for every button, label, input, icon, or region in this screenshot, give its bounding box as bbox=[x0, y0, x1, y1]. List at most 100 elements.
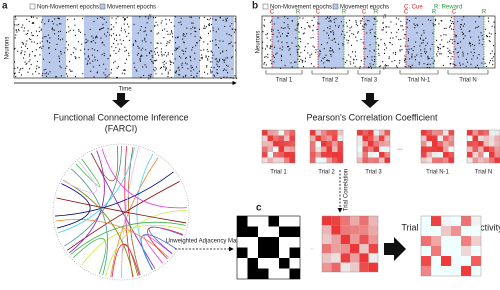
spike bbox=[425, 52, 427, 55]
spike bbox=[262, 47, 264, 49]
spike bbox=[426, 66, 428, 69]
arrow-label: Trial Correlation bbox=[344, 169, 350, 211]
spike bbox=[212, 54, 214, 56]
spike bbox=[215, 44, 217, 46]
spike bbox=[21, 26, 23, 28]
spike bbox=[184, 35, 186, 37]
spike bbox=[190, 70, 192, 72]
matrix-cell bbox=[278, 152, 284, 158]
matrix-cell bbox=[368, 141, 374, 147]
spike bbox=[264, 56, 266, 58]
matrix-cell bbox=[472, 152, 478, 158]
spike bbox=[106, 75, 108, 77]
spike bbox=[223, 76, 225, 78]
matrix-cell bbox=[443, 152, 449, 158]
spike bbox=[469, 41, 471, 44]
spike bbox=[401, 25, 403, 27]
matrix-cell bbox=[359, 225, 369, 235]
matrix-cell bbox=[289, 157, 295, 163]
spike bbox=[75, 48, 77, 50]
spike bbox=[33, 22, 35, 24]
spike bbox=[265, 55, 267, 58]
spike bbox=[115, 46, 117, 49]
spike bbox=[124, 18, 126, 21]
legend-text: Non-Movement epochs bbox=[37, 5, 99, 11]
spike bbox=[31, 41, 33, 43]
spike bbox=[449, 25, 451, 27]
spike bbox=[183, 33, 185, 35]
matrix-cell bbox=[258, 216, 269, 227]
spike bbox=[145, 66, 147, 68]
spike bbox=[441, 39, 443, 41]
spike bbox=[116, 39, 118, 42]
matrix-cell bbox=[421, 157, 427, 163]
spike bbox=[288, 27, 290, 30]
spike bbox=[174, 42, 176, 44]
reward-marker: R bbox=[296, 10, 301, 16]
spike bbox=[60, 23, 62, 25]
spike bbox=[173, 25, 175, 27]
legend-text: C: Cue bbox=[404, 5, 423, 11]
matrix-cell bbox=[443, 130, 449, 136]
spike bbox=[330, 31, 332, 33]
spike bbox=[51, 20, 53, 23]
matrix-cell bbox=[483, 157, 489, 163]
spike bbox=[432, 23, 434, 25]
spike bbox=[190, 28, 192, 30]
spike bbox=[481, 62, 483, 64]
spike bbox=[87, 60, 89, 62]
connection bbox=[68, 150, 105, 254]
matrix-cell bbox=[357, 141, 363, 147]
spike bbox=[98, 64, 100, 67]
spike bbox=[270, 39, 272, 41]
spike bbox=[174, 71, 176, 73]
spike bbox=[94, 49, 96, 51]
matrix-frame bbox=[309, 129, 344, 164]
spike bbox=[200, 57, 202, 59]
matrix-cell bbox=[379, 141, 385, 147]
y-label: Neurons bbox=[5, 37, 11, 60]
spike bbox=[59, 39, 61, 41]
spike bbox=[382, 22, 384, 24]
spike bbox=[392, 52, 394, 54]
spike bbox=[180, 57, 182, 59]
spike bbox=[291, 66, 293, 68]
spike bbox=[396, 31, 398, 33]
matrix-cell bbox=[451, 256, 461, 266]
panel-label: a bbox=[2, 1, 8, 12]
spike bbox=[277, 17, 279, 19]
spike bbox=[185, 47, 187, 50]
spike bbox=[364, 23, 366, 25]
matrix-cell bbox=[478, 152, 484, 158]
spike bbox=[214, 58, 216, 60]
spike bbox=[383, 42, 385, 45]
spike bbox=[123, 23, 125, 25]
matrix-cell bbox=[331, 225, 341, 235]
connection bbox=[136, 153, 154, 271]
spike bbox=[408, 20, 410, 22]
spike bbox=[154, 48, 156, 50]
spike bbox=[142, 47, 144, 49]
trial-label: Trial 2 bbox=[322, 78, 339, 84]
spike bbox=[162, 62, 164, 64]
spike bbox=[280, 35, 282, 37]
spike bbox=[186, 63, 188, 65]
spike bbox=[120, 43, 122, 45]
spike bbox=[62, 38, 64, 40]
spike bbox=[432, 62, 434, 64]
spike bbox=[331, 39, 333, 41]
spike bbox=[123, 18, 125, 20]
spike bbox=[362, 42, 364, 44]
spike bbox=[330, 20, 332, 22]
spike bbox=[172, 36, 174, 38]
spike bbox=[374, 18, 376, 20]
matrix-cell bbox=[321, 130, 327, 136]
spike bbox=[55, 76, 57, 78]
spike bbox=[450, 58, 452, 60]
spike bbox=[470, 45, 472, 47]
matrix-cell bbox=[443, 141, 449, 147]
matrix-cell bbox=[437, 135, 443, 141]
spike bbox=[20, 46, 22, 48]
spike bbox=[163, 66, 165, 68]
spike bbox=[213, 74, 215, 76]
